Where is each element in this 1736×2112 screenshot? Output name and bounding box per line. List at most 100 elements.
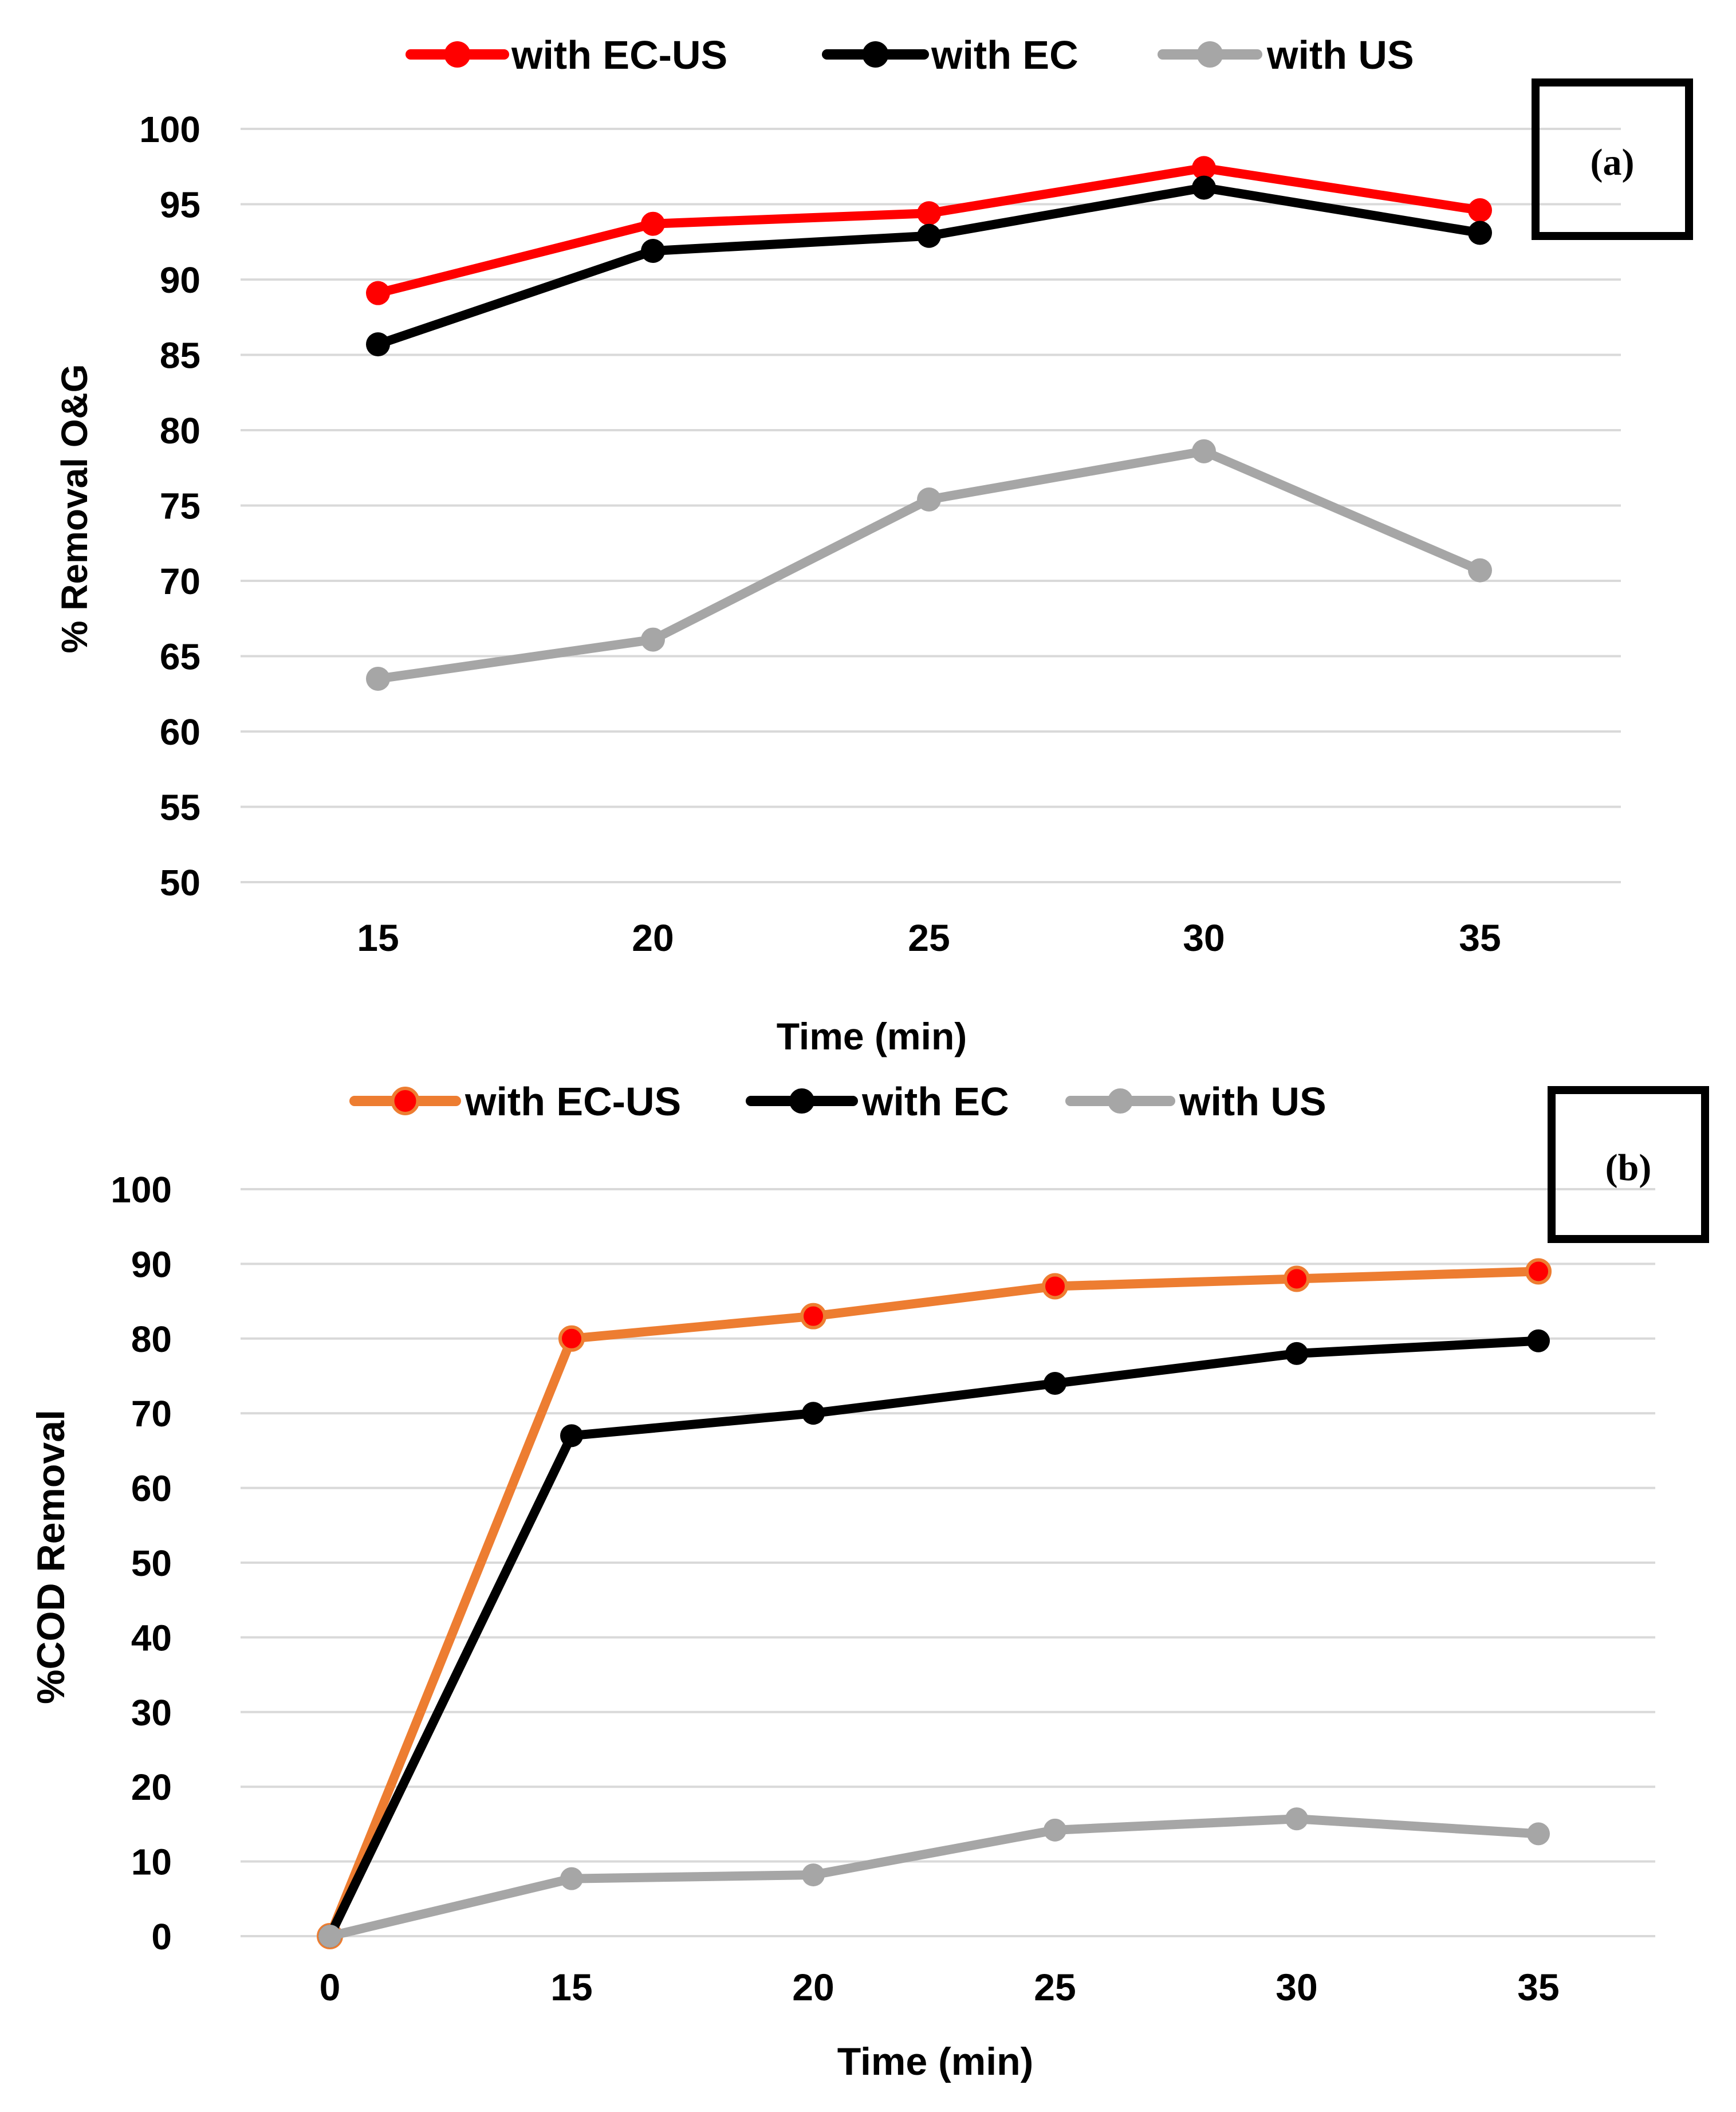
data-point-with-ec-us-35	[1525, 1258, 1552, 1285]
legend-label-with-us: with US	[1179, 1079, 1326, 1124]
x-tick-label-20: 20	[632, 917, 674, 959]
data-point-with-us-15	[366, 666, 390, 691]
data-point-with-ec-us-30	[1192, 156, 1216, 180]
y-tick-label-20: 20	[131, 1767, 172, 1808]
legend-marker-with-ec-us	[444, 41, 471, 68]
data-point-with-us-30	[1192, 439, 1216, 463]
y-tick-label-55: 55	[160, 787, 200, 828]
y-tick-label-60: 60	[131, 1468, 172, 1509]
data-point-with-us-25	[1044, 1818, 1066, 1842]
legend-marker-with-ec-us	[391, 1087, 420, 1115]
panel-b-label-box	[1548, 1086, 1709, 1243]
x-tick-label-35: 35	[1459, 917, 1501, 959]
data-point-with-ec-us-35	[1468, 198, 1492, 223]
y-tick-label-90: 90	[131, 1244, 172, 1285]
panel-b-series	[317, 1258, 1552, 1949]
panel-b-label: (b)	[1605, 1147, 1652, 1189]
panel-a-y-axis-label: % Removal O&G	[54, 364, 95, 653]
data-point-with-ec-us-15	[558, 1325, 585, 1352]
legend-marker-with-us	[1196, 41, 1223, 68]
data-point-with-us-20	[641, 627, 665, 652]
x-tick-label-25: 25	[1034, 1966, 1076, 2008]
legend-marker-with-ec	[862, 41, 889, 68]
x-tick-label-20: 20	[792, 1966, 834, 2008]
chart-panel-b: 0 10 20 30 40 50 60 70 80 90 100 0 15 20 25 30 35 with …	[29, 1079, 1709, 2083]
y-tick-label-40: 40	[131, 1617, 172, 1658]
legend-label-with-ec-us: with EC-US	[464, 1079, 681, 1124]
y-tick-label-90: 90	[160, 259, 200, 301]
data-point-with-ec-35	[1468, 221, 1492, 245]
data-point-with-ec-us-20	[641, 211, 665, 236]
x-tick-label-0: 0	[320, 1966, 341, 2008]
y-tick-label-100: 100	[139, 109, 200, 150]
data-point-with-ec-20	[802, 1402, 825, 1425]
data-point-with-ec-us-15	[366, 281, 390, 305]
data-point-with-us-20	[802, 1863, 825, 1887]
y-tick-label-80: 80	[160, 410, 200, 451]
panel-a-label-box	[1532, 78, 1693, 240]
data-point-with-us-25	[917, 487, 941, 512]
data-point-with-ec-35	[1527, 1329, 1550, 1352]
panel-b-y-tick-labels: 0 10 20 30 40 50 60 70 80 90 100	[111, 1169, 172, 1957]
panel-a-y-tick-labels: 50 55 60 65 70 75 80 85 90 95 100	[139, 109, 200, 903]
data-point-with-ec-us-20	[800, 1303, 826, 1330]
series-line-with-ec	[325, 1336, 1543, 1941]
data-point-with-ec-20	[641, 239, 665, 263]
data-point-with-ec-30	[1192, 175, 1216, 200]
data-point-with-us-35	[1527, 1822, 1550, 1846]
data-point-with-ec-us-25	[917, 201, 941, 226]
chart-panel-a: 50 55 60 65 70 75 80 85 90 95 100 15 20 25 30 35 with …	[54, 33, 1693, 1057]
series-line-with-ec-us	[325, 1267, 1543, 1941]
data-point-with-ec-15	[560, 1424, 583, 1448]
y-tick-label-50: 50	[160, 862, 200, 903]
data-point-with-ec-25	[1044, 1372, 1066, 1395]
x-tick-label-30: 30	[1276, 1966, 1317, 2008]
y-tick-label-0: 0	[151, 1916, 172, 1957]
x-tick-label-15: 15	[357, 917, 399, 959]
data-point-with-ec-us-25	[1042, 1273, 1068, 1300]
data-point-with-ec-30	[1285, 1342, 1308, 1365]
y-tick-label-75: 75	[160, 486, 200, 527]
y-tick-label-70: 70	[131, 1393, 172, 1434]
panel-a-label: (a)	[1591, 141, 1635, 183]
data-point-with-ec-25	[917, 223, 941, 248]
data-point-with-us-0	[318, 1925, 341, 1948]
y-tick-label-100: 100	[111, 1169, 172, 1210]
legend-label-with-us: with US	[1266, 33, 1414, 77]
y-tick-label-70: 70	[160, 561, 200, 602]
data-point-with-us-30	[1285, 1807, 1308, 1831]
panel-b-y-axis-label: %COD Removal	[29, 1410, 73, 1704]
y-tick-label-95: 95	[160, 184, 200, 226]
panel-b-x-axis-label: Time (min)	[837, 2040, 1034, 2083]
panel-a-legend: with EC-US with EC with US	[406, 33, 1414, 77]
legend-marker-with-ec	[789, 1088, 814, 1114]
x-tick-label-30: 30	[1183, 917, 1225, 959]
y-tick-label-30: 30	[131, 1692, 172, 1733]
series-line-with-us	[373, 446, 1485, 683]
data-point-with-us-35	[1468, 558, 1492, 583]
y-tick-label-10: 10	[131, 1842, 172, 1883]
panel-a-x-tick-labels: 15 20 25 30 35	[357, 917, 1501, 959]
legend-label-with-ec-us: with EC-US	[511, 33, 727, 77]
legend-label-with-ec: with EC	[861, 1079, 1009, 1124]
panel-a-x-axis-label: Time (min)	[777, 1015, 967, 1057]
panel-b-x-tick-labels: 0 15 20 25 30 35	[320, 1966, 1560, 2008]
y-tick-label-80: 80	[131, 1319, 172, 1360]
x-tick-label-25: 25	[908, 917, 950, 959]
data-point-with-ec-15	[366, 332, 390, 357]
y-tick-label-60: 60	[160, 711, 200, 753]
y-tick-label-65: 65	[160, 636, 200, 678]
y-tick-label-50: 50	[131, 1543, 172, 1584]
data-point-with-us-15	[560, 1867, 583, 1890]
y-tick-label-85: 85	[160, 335, 200, 376]
panel-b-legend: with EC-US with EC with US	[349, 1079, 1326, 1124]
panel-a-series	[366, 156, 1492, 691]
legend-label-with-ec: with EC	[931, 33, 1078, 77]
series-line-with-us	[325, 1814, 1543, 1941]
legend-marker-with-us	[1108, 1088, 1133, 1114]
data-point-with-ec-us-30	[1284, 1265, 1310, 1292]
x-tick-label-15: 15	[550, 1966, 592, 2008]
x-tick-label-35: 35	[1517, 1966, 1559, 2008]
